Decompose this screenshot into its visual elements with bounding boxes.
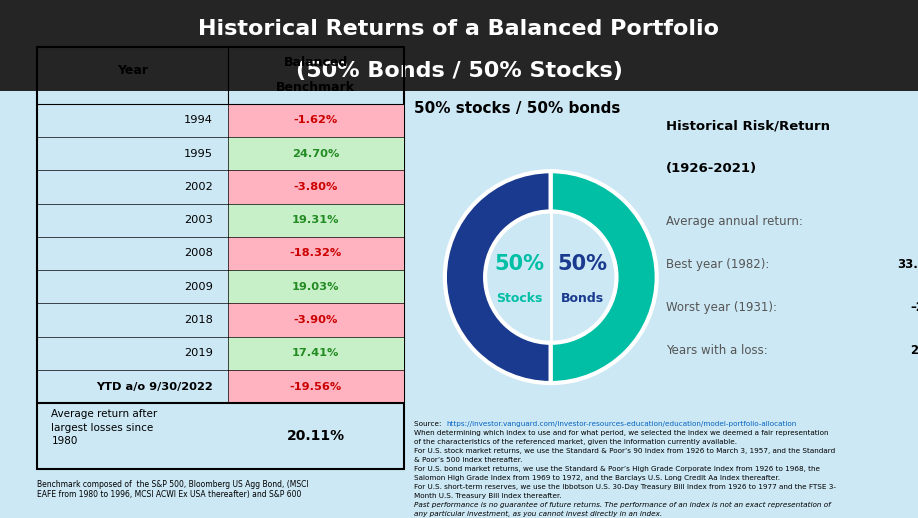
Bar — [228, 270, 404, 304]
Text: For U.S. bond market returns, we use the Standard & Poor’s High Grade Corporate : For U.S. bond market returns, we use the… — [414, 466, 820, 472]
Text: 24.70%: 24.70% — [292, 149, 340, 159]
Text: 2018: 2018 — [185, 315, 213, 325]
Text: Benchmark: Benchmark — [276, 81, 355, 94]
Text: –22.5%: –22.5% — [911, 301, 918, 314]
Bar — [228, 204, 404, 237]
Text: -19.56%: -19.56% — [290, 382, 341, 392]
Text: 2019: 2019 — [185, 349, 213, 358]
Text: Stocks: Stocks — [496, 292, 543, 305]
Text: 50%: 50% — [557, 254, 608, 275]
Bar — [228, 337, 404, 370]
Text: For U.S. stock market returns, we use the Standard & Poor’s 90 Index from 1926 t: For U.S. stock market returns, we use th… — [414, 448, 834, 454]
Text: When determining which index to use and for what period, we selected the index w: When determining which index to use and … — [414, 430, 828, 436]
Text: Average annual return:: Average annual return: — [666, 215, 806, 228]
Text: Worst year (1931):: Worst year (1931): — [666, 301, 780, 314]
Text: 20.11%: 20.11% — [286, 429, 345, 443]
Text: -18.32%: -18.32% — [290, 249, 341, 258]
Text: 1994: 1994 — [185, 116, 213, 125]
Bar — [228, 370, 404, 404]
Text: 19.31%: 19.31% — [292, 215, 340, 225]
Bar — [228, 170, 404, 204]
Text: 17.41%: 17.41% — [292, 349, 340, 358]
Text: Past performance is no guarantee of future returns. The performance of an index : Past performance is no guarantee of futu… — [414, 501, 830, 508]
Bar — [228, 237, 404, 270]
Text: -3.80%: -3.80% — [294, 182, 338, 192]
Wedge shape — [445, 171, 551, 383]
Text: (50% Bonds / 50% Stocks): (50% Bonds / 50% Stocks) — [296, 61, 622, 81]
Text: For U.S. short-term reserves, we use the Ibbotson U.S. 30-Day Treasury Bill Inde: For U.S. short-term reserves, we use the… — [414, 484, 835, 490]
Text: Historical Returns of a Balanced Portfolio: Historical Returns of a Balanced Portfol… — [198, 19, 720, 39]
Text: 33.5%: 33.5% — [898, 258, 918, 271]
Text: YTD a/o 9/30/2022: YTD a/o 9/30/2022 — [96, 382, 213, 392]
Text: Average return after
largest losses since
1980: Average return after largest losses sinc… — [51, 409, 158, 446]
Text: Bonds: Bonds — [561, 292, 604, 305]
Bar — [228, 304, 404, 337]
Text: any particular investment, as you cannot invest directly in an index.: any particular investment, as you cannot… — [414, 510, 662, 516]
Text: Years with a loss:: Years with a loss: — [666, 344, 771, 357]
Wedge shape — [551, 171, 656, 383]
Text: 2003: 2003 — [185, 215, 213, 225]
Text: 2009: 2009 — [185, 282, 213, 292]
Text: Month U.S. Treasury Bill Index thereafter.: Month U.S. Treasury Bill Index thereafte… — [414, 493, 561, 499]
Text: 19.03%: 19.03% — [292, 282, 340, 292]
Text: 50% stocks / 50% bonds: 50% stocks / 50% bonds — [414, 102, 621, 117]
Text: 2008: 2008 — [185, 249, 213, 258]
Bar — [228, 104, 404, 137]
Text: Salomon High Grade Index from 1969 to 1972, and the Barclays U.S. Long Credit Aa: Salomon High Grade Index from 1969 to 19… — [414, 474, 779, 481]
Text: of the characteristics of the referenced market, given the information currently: of the characteristics of the referenced… — [414, 439, 736, 445]
Text: Benchmark composed of  the S&P 500, Bloomberg US Agg Bond, (MSCI
EAFE from 1980 : Benchmark composed of the S&P 500, Bloom… — [37, 480, 308, 499]
Text: Historical Risk/Return: Historical Risk/Return — [666, 119, 830, 132]
Text: https://investor.vanguard.com/investor-resources-education/education/model-portf: https://investor.vanguard.com/investor-r… — [447, 421, 797, 427]
Text: -1.62%: -1.62% — [294, 116, 338, 125]
Bar — [228, 137, 404, 170]
Text: Balanced: Balanced — [284, 56, 348, 69]
Text: 50%: 50% — [494, 254, 544, 275]
Text: Best year (1982):: Best year (1982): — [666, 258, 773, 271]
Text: Source:: Source: — [414, 421, 443, 427]
Text: 1995: 1995 — [184, 149, 213, 159]
Text: 20 of 96: 20 of 96 — [911, 344, 918, 357]
Text: 2002: 2002 — [185, 182, 213, 192]
Text: (1926-2021): (1926-2021) — [666, 162, 756, 175]
Text: & Poor’s 500 Index thereafter.: & Poor’s 500 Index thereafter. — [414, 457, 522, 463]
Text: Year: Year — [117, 64, 148, 77]
Text: -3.90%: -3.90% — [294, 315, 338, 325]
